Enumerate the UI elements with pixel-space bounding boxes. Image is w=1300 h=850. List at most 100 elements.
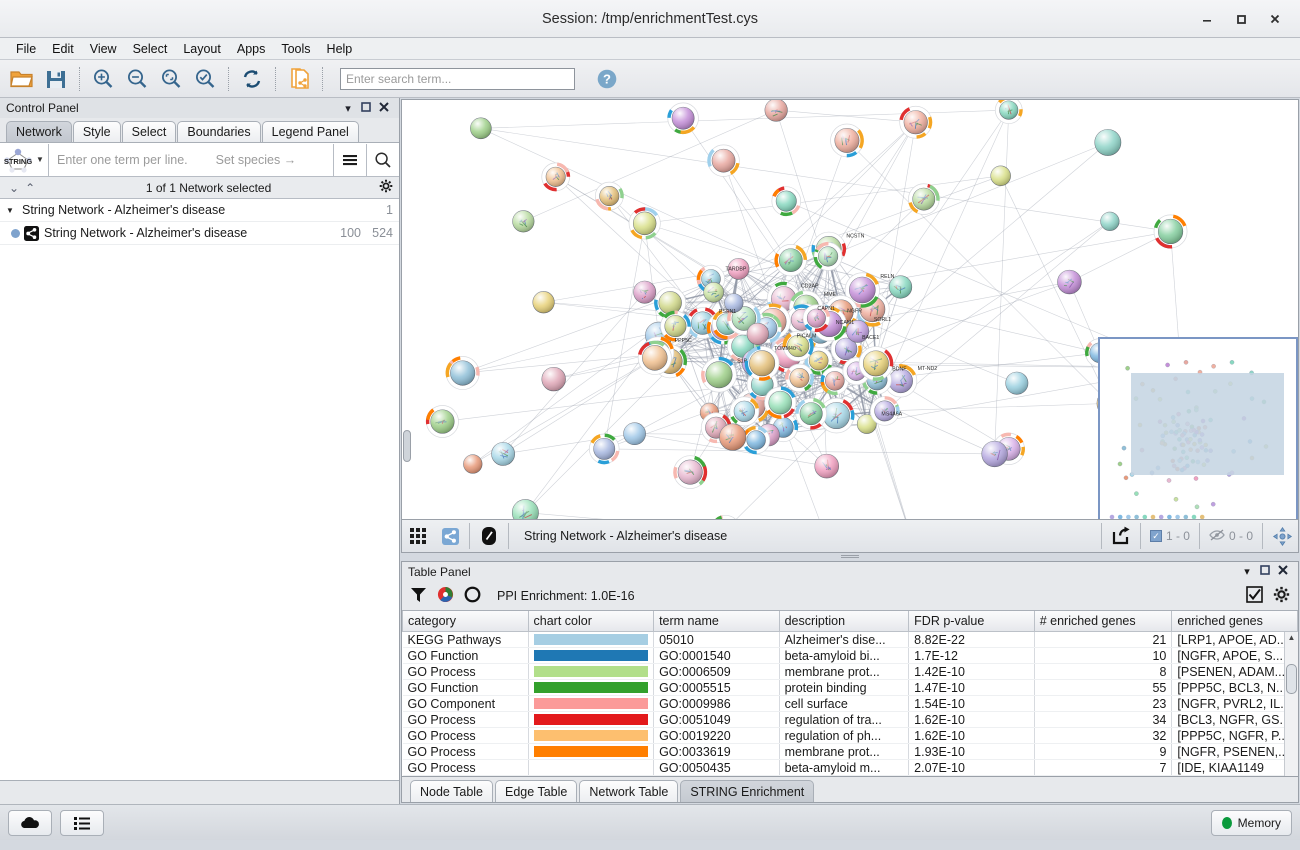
network-node[interactable] (830, 123, 864, 158)
refresh-icon[interactable] (236, 63, 268, 95)
column-header-enriched-count[interactable]: # enriched genes (1033, 610, 1173, 632)
color-chart-icon[interactable] (437, 586, 454, 606)
share-network-icon[interactable] (283, 63, 315, 95)
column-header-chart-color[interactable]: chart color (527, 610, 655, 632)
string-term-input[interactable]: Enter one term per line. Set species → (48, 143, 333, 176)
network-node[interactable] (654, 286, 687, 319)
network-node[interactable] (470, 117, 492, 140)
network-node[interactable] (425, 405, 459, 438)
tree-group-row[interactable]: ▼ String Network - Alzheimer's disease 1 (0, 199, 399, 222)
table-row[interactable]: KEGG Pathways 05010 Alzheimer's dise... 8.8… (402, 631, 1298, 648)
network-node[interactable] (637, 340, 672, 375)
column-header-enriched-genes[interactable]: enriched genes (1171, 610, 1298, 632)
network-node[interactable] (445, 356, 480, 390)
table-vertical-scrollbar[interactable]: ▲ (1284, 631, 1298, 776)
network-node[interactable] (820, 366, 849, 396)
table-row[interactable]: GO Process GO:0051049 regulation of tra...… (402, 711, 1298, 728)
table-row[interactable]: GO Process GO:0050435 beta-amyloid m... 2.0… (402, 759, 1298, 776)
network-node[interactable] (463, 454, 483, 474)
network-node[interactable] (744, 345, 780, 381)
pan-navigator-icon[interactable] (1266, 520, 1298, 552)
network-node[interactable] (660, 310, 691, 342)
column-header-description[interactable]: description (778, 610, 910, 632)
network-node[interactable] (511, 499, 539, 520)
search-input[interactable]: Enter search term... (340, 67, 575, 90)
network-node[interactable] (888, 275, 913, 299)
minimize-button[interactable] (1190, 4, 1224, 34)
network-vertical-scrollbar[interactable] (403, 430, 411, 462)
network-node[interactable] (856, 414, 877, 434)
tab-node-table[interactable]: Node Table (410, 780, 494, 802)
network-node[interactable] (724, 293, 744, 313)
network-node[interactable] (541, 162, 571, 192)
network-node[interactable] (701, 356, 737, 393)
open-session-icon[interactable] (6, 63, 38, 95)
table-row[interactable]: GO Component GO:0009986 cell surface 1.54E-… (402, 695, 1298, 712)
network-node[interactable] (633, 280, 657, 304)
network-node[interactable] (802, 304, 831, 333)
set-species-link[interactable]: Set species → (215, 152, 297, 167)
network-node[interactable] (994, 100, 1023, 124)
tab-string-enrichment[interactable]: STRING Enrichment (680, 780, 815, 802)
tab-network-table[interactable]: Network Table (579, 780, 679, 802)
network-node[interactable] (707, 144, 740, 177)
zoom-out-icon[interactable] (121, 63, 153, 95)
network-node[interactable] (532, 291, 555, 314)
table-row[interactable]: GO Process GO:0019220 regulation of ph... 1… (402, 727, 1298, 744)
cloud-status-icon[interactable] (8, 809, 52, 836)
network-node[interactable] (870, 396, 900, 426)
save-session-icon[interactable] (40, 63, 72, 95)
maximize-button[interactable] (1224, 4, 1258, 34)
network-node[interactable] (884, 364, 918, 398)
network-node[interactable] (594, 181, 624, 211)
tab-network[interactable]: Network (6, 121, 72, 142)
network-node[interactable] (764, 386, 797, 419)
network-node[interactable] (858, 346, 894, 381)
network-node[interactable] (742, 425, 771, 455)
fit-selected-icon[interactable] (155, 63, 187, 95)
network-node[interactable] (1094, 129, 1122, 156)
tab-edge-table[interactable]: Edge Table (495, 780, 578, 802)
menu-item-apps[interactable]: Apps (236, 41, 266, 56)
task-list-icon[interactable] (60, 809, 104, 836)
network-node[interactable] (1005, 371, 1029, 395)
network-node[interactable] (844, 272, 880, 308)
menu-item-select[interactable]: Select (132, 41, 168, 56)
table-row[interactable]: GO Process GO:0033619 membrane prot... 1.93… (402, 743, 1298, 760)
close-button[interactable] (1258, 4, 1292, 34)
network-node[interactable] (771, 186, 802, 217)
network-node[interactable] (813, 241, 843, 271)
network-node[interactable] (719, 423, 747, 451)
column-header-term-name[interactable]: term name (653, 610, 780, 632)
network-node[interactable] (1057, 269, 1082, 295)
grid-layout-icon[interactable] (402, 520, 434, 552)
table-panel-close-icon[interactable] (1274, 565, 1292, 578)
memory-status-button[interactable]: Memory (1210, 809, 1292, 836)
network-node[interactable] (1153, 214, 1188, 249)
network-node[interactable] (846, 319, 870, 343)
tab-legend-panel[interactable]: Legend Panel (261, 121, 359, 142)
menu-item-file[interactable]: File (16, 41, 37, 56)
table-row[interactable]: GO Function GO:0001540 beta-amyloid bi... 1… (402, 647, 1298, 664)
fit-network-icon[interactable] (189, 63, 221, 95)
table-panel-float-icon[interactable] (1256, 565, 1274, 578)
menu-item-view[interactable]: View (89, 41, 117, 56)
network-node[interactable] (667, 102, 699, 135)
network-node[interactable] (818, 397, 855, 434)
control-panel-float-icon[interactable] (357, 101, 375, 115)
tree-network-row[interactable]: String Network - Alzheimer's disease 100… (0, 222, 399, 245)
control-panel-close-icon[interactable] (375, 101, 393, 115)
network-node[interactable] (729, 396, 760, 427)
network-node[interactable] (491, 442, 515, 466)
share-network-icon[interactable] (434, 520, 466, 552)
table-row[interactable]: GO Process GO:0006509 membrane prot... 1.42… (402, 663, 1298, 680)
network-node[interactable] (589, 433, 620, 465)
collapse-all-icon[interactable]: ⌄ (9, 180, 20, 195)
network-node[interactable] (711, 514, 740, 520)
network-node[interactable] (1100, 211, 1120, 231)
network-node[interactable] (785, 363, 814, 393)
filter-icon[interactable] (410, 586, 427, 606)
network-node[interactable] (990, 165, 1011, 187)
menu-item-layout[interactable]: Layout (183, 41, 221, 56)
enrichment-table-wrapper[interactable]: category chart color term name descripti… (402, 609, 1298, 776)
